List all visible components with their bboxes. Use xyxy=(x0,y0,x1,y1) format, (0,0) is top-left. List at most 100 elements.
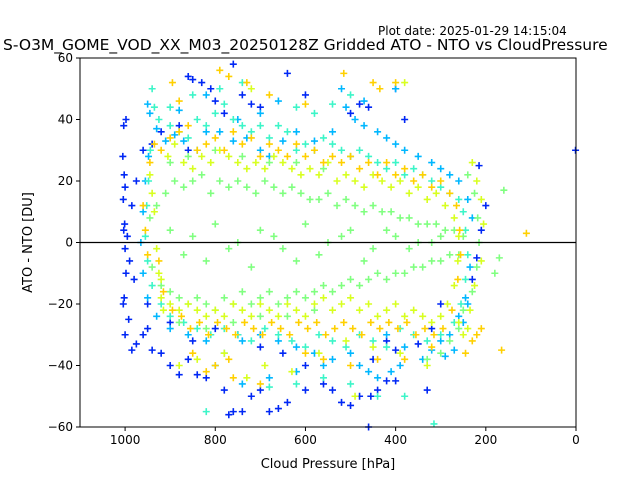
data-point xyxy=(401,343,409,351)
data-point xyxy=(367,318,375,326)
data-point xyxy=(522,229,530,237)
data-point xyxy=(119,300,127,308)
data-point xyxy=(329,337,337,345)
data-point xyxy=(319,355,327,363)
data-point xyxy=(301,220,309,228)
data-point xyxy=(211,306,219,314)
data-point xyxy=(243,183,251,191)
data-point xyxy=(329,128,337,136)
data-point xyxy=(146,171,154,179)
data-point xyxy=(462,226,470,234)
data-point xyxy=(211,134,219,142)
data-point xyxy=(338,300,346,308)
data-point xyxy=(283,128,291,136)
data-point xyxy=(401,171,409,179)
data-point xyxy=(423,355,431,363)
data-point xyxy=(401,116,409,123)
data-point xyxy=(238,288,246,296)
data-point xyxy=(441,352,449,360)
data-point xyxy=(360,122,368,130)
data-point xyxy=(392,269,400,277)
data-point xyxy=(365,275,373,283)
data-point xyxy=(414,152,422,160)
data-point xyxy=(347,349,355,357)
y-tick-label: 0 xyxy=(65,236,73,250)
data-point xyxy=(119,195,127,203)
data-point xyxy=(256,122,264,130)
data-point xyxy=(243,79,251,87)
data-point xyxy=(211,97,219,105)
data-point xyxy=(122,116,130,123)
data-point xyxy=(162,189,170,197)
data-point xyxy=(319,159,327,167)
data-point xyxy=(351,177,359,185)
data-point xyxy=(367,392,375,400)
data-point xyxy=(189,76,197,84)
data-point xyxy=(225,152,233,160)
data-point xyxy=(146,109,154,117)
data-point xyxy=(259,331,267,339)
data-point xyxy=(446,189,454,197)
data-point xyxy=(148,346,156,354)
data-point xyxy=(468,159,476,167)
data-point xyxy=(292,146,300,154)
data-point xyxy=(301,294,309,302)
data-point xyxy=(319,282,327,290)
data-point xyxy=(261,177,269,185)
data-point xyxy=(265,140,273,148)
data-point xyxy=(247,85,255,93)
data-point xyxy=(356,362,364,369)
x-axis-label: Cloud Pressure [hPa] xyxy=(261,457,396,472)
data-point xyxy=(396,349,404,357)
data-point xyxy=(443,300,451,308)
data-point xyxy=(238,152,246,160)
data-point xyxy=(329,306,337,314)
data-point xyxy=(279,245,287,253)
data-point xyxy=(466,263,474,271)
data-point xyxy=(482,202,490,210)
data-point xyxy=(432,189,440,197)
data-point xyxy=(448,306,456,314)
data-point xyxy=(166,134,174,142)
data-point xyxy=(120,226,128,234)
data-point xyxy=(437,331,445,339)
data-point xyxy=(351,116,359,123)
data-point xyxy=(261,362,269,369)
data-point xyxy=(155,269,163,277)
data-point xyxy=(414,340,422,348)
data-point xyxy=(428,257,436,265)
data-point xyxy=(180,137,188,145)
data-point xyxy=(268,318,276,326)
data-point xyxy=(464,300,472,308)
data-point xyxy=(437,177,445,185)
data-point xyxy=(401,392,409,400)
data-point xyxy=(166,300,174,308)
data-point xyxy=(171,131,179,139)
data-point xyxy=(153,125,161,133)
data-point xyxy=(462,275,470,283)
data-point xyxy=(338,85,346,93)
data-point xyxy=(473,254,481,262)
data-point xyxy=(301,386,309,394)
data-point xyxy=(338,232,346,240)
data-point xyxy=(347,91,355,99)
data-point xyxy=(340,318,348,326)
data-point xyxy=(288,368,296,376)
data-point xyxy=(279,137,287,145)
data-point xyxy=(347,362,355,369)
data-point xyxy=(175,318,183,326)
data-point xyxy=(301,343,309,351)
data-point xyxy=(405,189,413,197)
data-point xyxy=(331,325,339,333)
data-point xyxy=(193,355,201,363)
data-point xyxy=(157,349,165,357)
data-point xyxy=(405,214,413,222)
data-point xyxy=(270,232,278,240)
data-point xyxy=(360,257,368,265)
data-point xyxy=(225,72,233,80)
data-point xyxy=(392,79,400,87)
data-point xyxy=(392,140,400,148)
data-point xyxy=(457,300,465,308)
data-point xyxy=(202,312,210,320)
data-point xyxy=(319,165,327,173)
